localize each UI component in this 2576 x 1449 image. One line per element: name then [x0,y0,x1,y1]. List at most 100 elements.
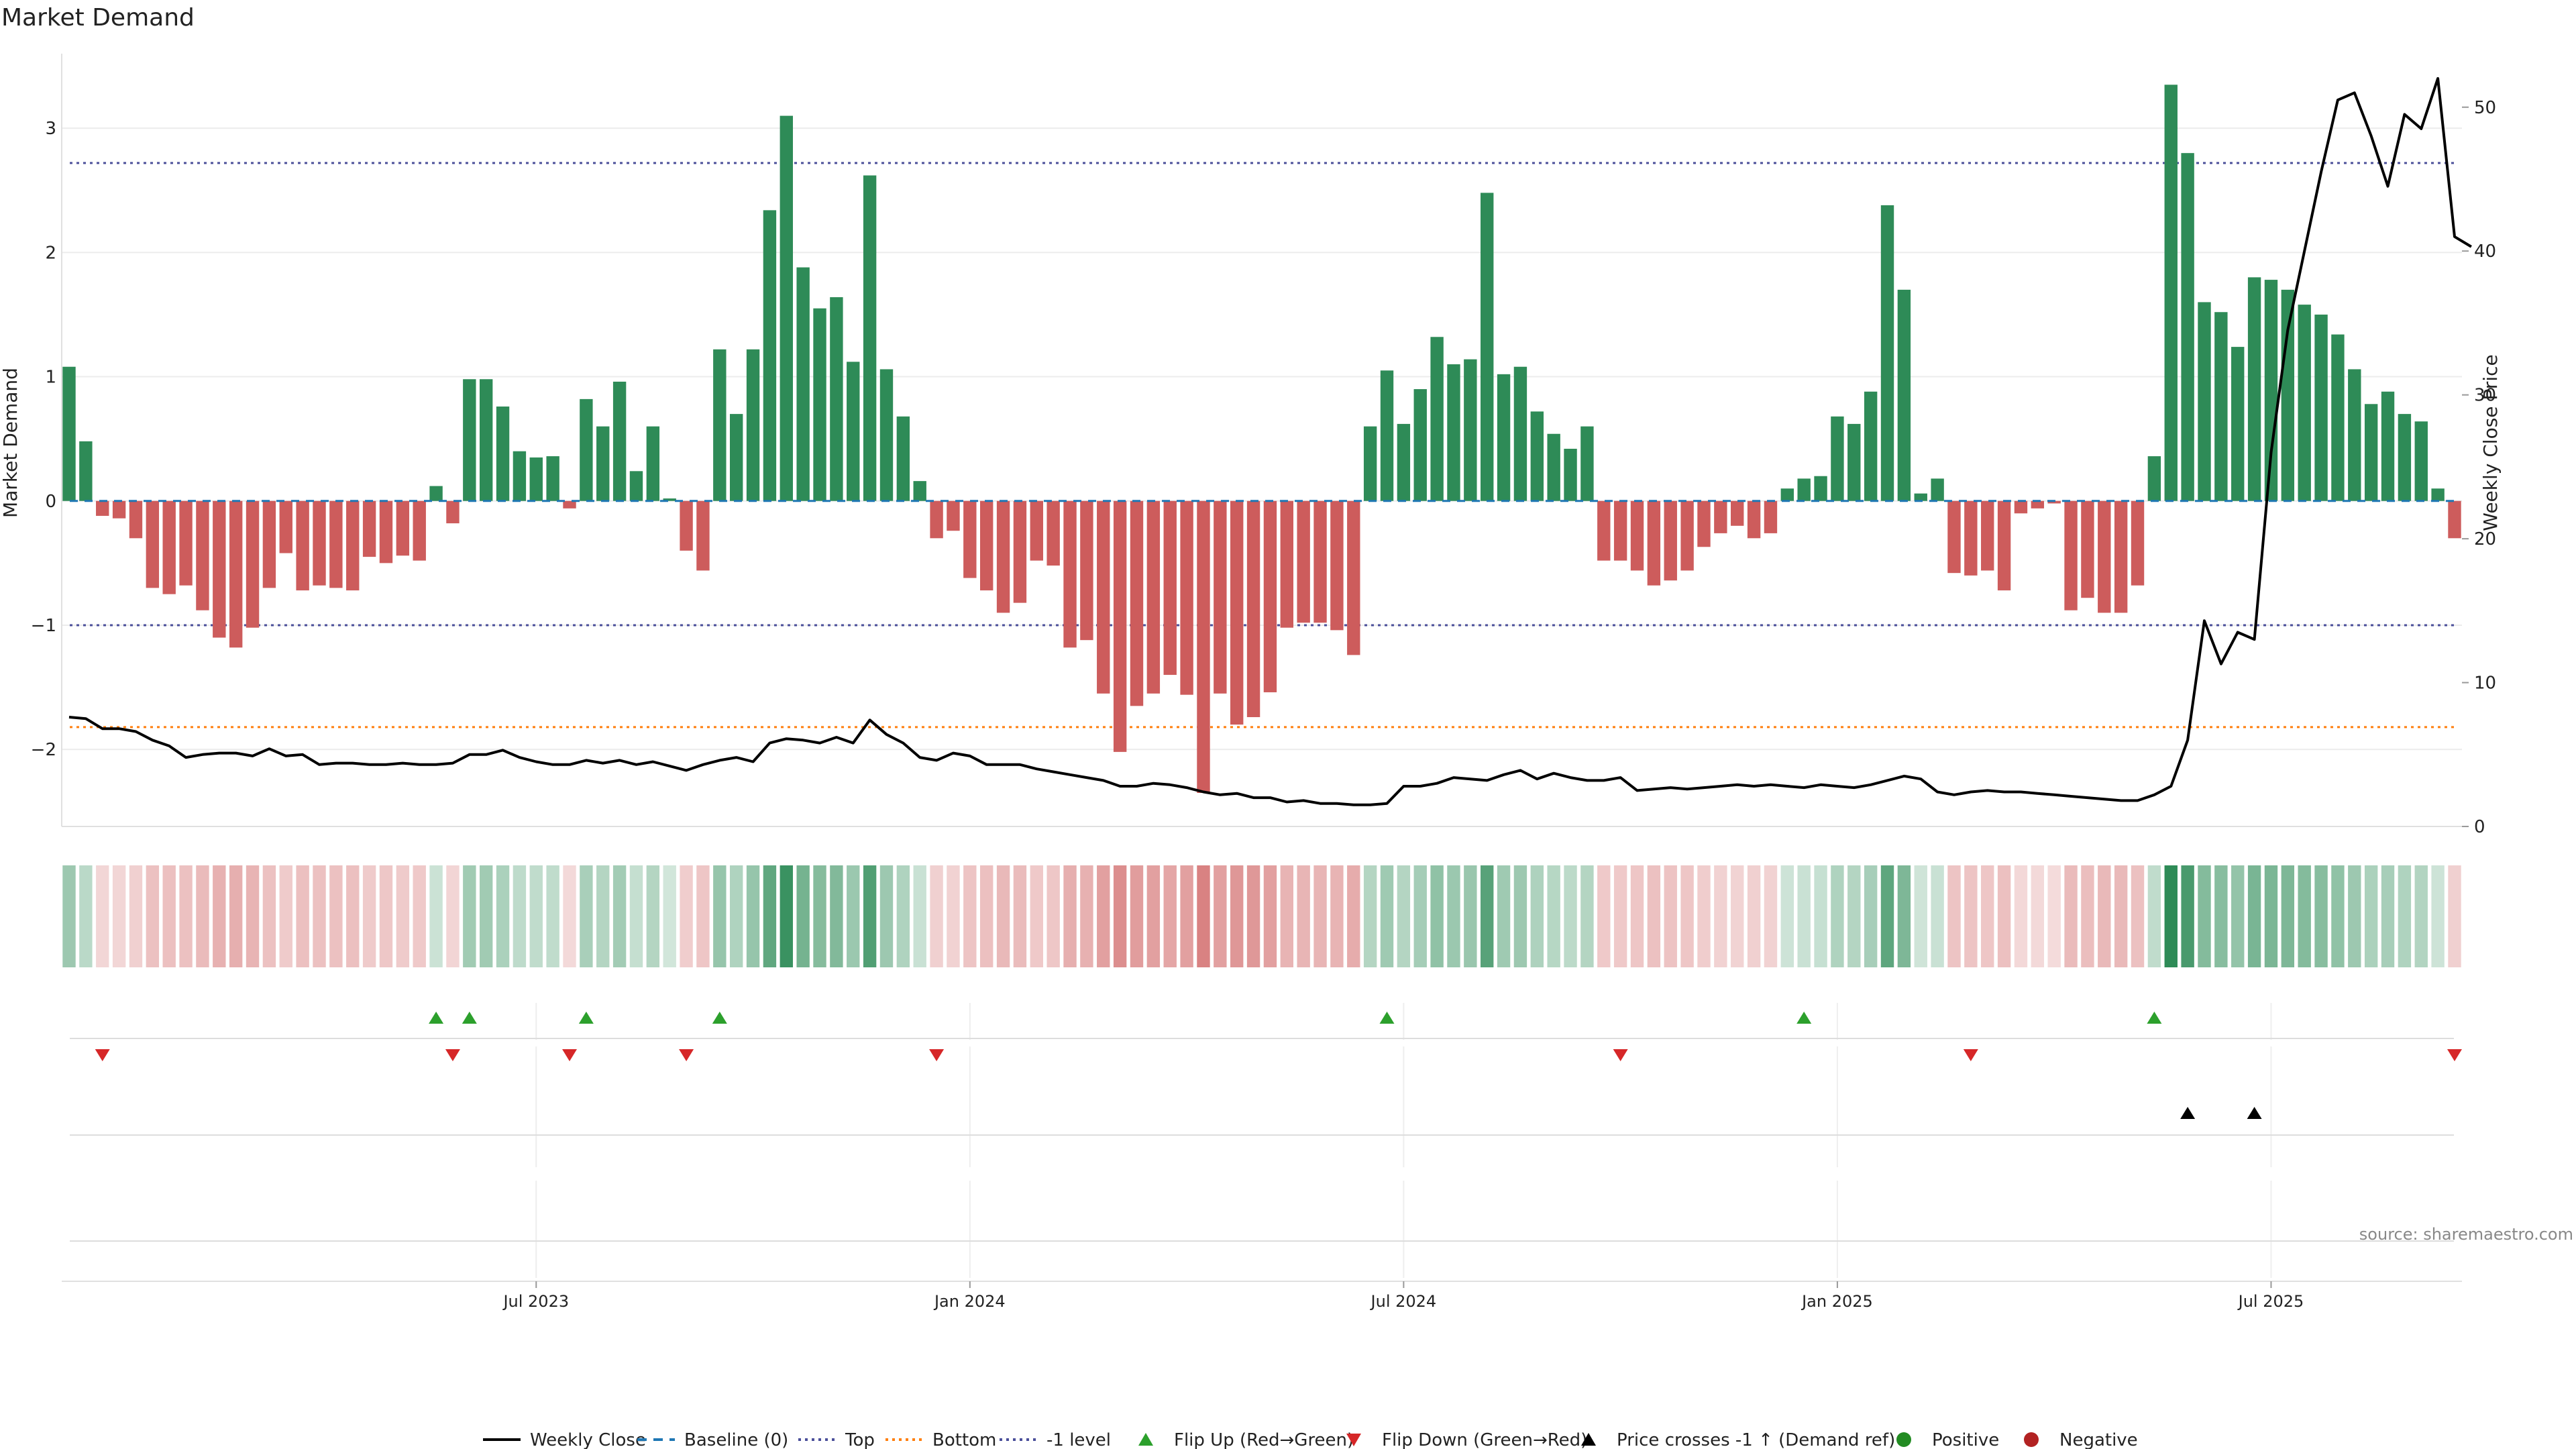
demand-bar [1113,500,1127,752]
heat-cell [663,865,676,967]
demand-bar [1214,500,1227,694]
demand-bar [1981,500,1994,571]
demand-bar [2081,500,2094,598]
heat-cell [1097,865,1110,967]
y-tick-label: −1 [31,616,56,636]
heat-cell [2147,865,2161,967]
heat-cell [1130,865,1144,967]
heat-cell [1914,865,1927,967]
heat-cell [329,865,343,967]
heat-cell [696,865,710,967]
demand-bar [346,500,360,591]
demand-bar [896,416,910,501]
x-tick-label: Jan 2024 [933,1292,1006,1311]
heat-cell [112,865,126,967]
heat-cell [229,865,243,967]
flip-down-marker [929,1049,945,1061]
y-tick-label: 1 [45,368,56,388]
demand-bar [162,500,176,594]
heat-cell [179,865,193,967]
heat-cell [2348,865,2361,967]
demand-bar [413,500,426,561]
demand-bar [62,366,76,501]
demand-bar [2281,289,2295,501]
x-tick-label: Jul 2025 [2237,1292,2304,1311]
demand-bar [1413,389,1427,501]
legend-item: Flip Down (Green→Red) [1346,1430,1587,1449]
heat-cell [847,865,860,967]
legend-label: Bottom [932,1430,996,1449]
heat-cell [1897,865,1911,967]
demand-bar [96,500,109,516]
heat-cell [1731,865,1744,967]
heat-cell [1764,865,1778,967]
y2-axis-label: Weekly Close Price [2479,354,2502,531]
heat-cell [1747,865,1761,967]
demand-bar [2448,500,2461,539]
x-tick-label: Jul 2023 [502,1292,569,1311]
y2-tick-label: 40 [2474,241,2496,262]
heat-cell [2214,865,2228,967]
demand-bar [129,500,143,539]
demand-bar [313,500,326,586]
flip-up-marker [1379,1012,1395,1024]
heat-cell [796,865,810,967]
demand-bar [2431,488,2445,501]
legend-item: Bottom [885,1430,996,1449]
demand-bar [847,362,860,501]
heat-cell [279,865,292,967]
demand-bar [546,456,559,501]
heat-cell [2164,865,2178,967]
heat-cell [1831,865,1844,967]
heat-cell [1814,865,1827,967]
demand-bar [1764,500,1778,533]
demand-bar [1797,478,1811,501]
heat-cell [1597,865,1611,967]
demand-bar [513,451,527,501]
flip-down-marker [1963,1049,1978,1061]
y-axis-label: Market Demand [0,368,21,518]
demand-bar [2164,85,2178,501]
demand-bar [396,500,410,556]
heat-cell [2247,865,2261,967]
y2-tick-label: 30 [2474,386,2496,406]
demand-bar [1146,500,1161,694]
demand-bar [1464,359,1477,501]
flip-up-marker [429,1012,444,1024]
demand-bar [2231,347,2245,501]
heat-cell [162,865,176,967]
flip-down-marker [679,1049,694,1061]
heat-cell [612,865,627,967]
y2-tick-label: 20 [2474,529,2496,549]
demand-bar [1197,500,1210,793]
y-tick-label: 3 [45,119,56,139]
heat-cell [1063,865,1077,967]
demand-bar [1580,426,1594,501]
demand-bar [1664,500,1677,581]
demand-bar [1897,289,1911,501]
demand-bar [1731,500,1744,526]
demand-bar [1931,478,1944,501]
demand-bar [379,500,393,564]
demand-bar [713,349,727,501]
heat-cell [2331,865,2345,967]
demand-bar [1347,500,1360,655]
demand-bar [479,379,493,501]
demand-bar [1513,366,1527,501]
demand-bar [1780,488,1794,501]
weekly-close-line [68,76,2472,806]
flip-up-marker [2147,1012,2162,1024]
demand-bar [2147,456,2161,501]
legend-label: Flip Down (Green→Red) [1382,1430,1587,1449]
demand-bar [2364,404,2378,501]
demand-bar [112,500,126,519]
legend-up-triangle-icon [1581,1433,1596,1446]
heat-cell [1947,865,1961,967]
heat-cell [1246,865,1260,967]
heat-cell [262,865,276,967]
heat-cell [1864,865,1878,967]
heat-cell [1931,865,1944,967]
heat-cell [1580,865,1594,967]
heat-cell [2098,865,2111,967]
heat-cell [813,865,826,967]
